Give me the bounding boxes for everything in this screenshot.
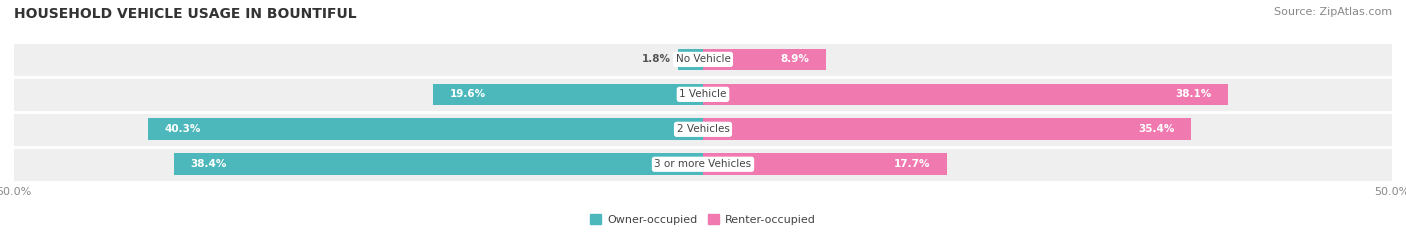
Bar (14, 147, 1392, 182)
Text: HOUSEHOLD VEHICLE USAGE IN BOUNTIFUL: HOUSEHOLD VEHICLE USAGE IN BOUNTIFUL (14, 7, 357, 21)
Text: 3 or more Vehicles: 3 or more Vehicles (654, 159, 752, 169)
Text: 40.3%: 40.3% (165, 124, 201, 134)
Text: 2 Vehicles: 2 Vehicles (676, 124, 730, 134)
Text: 1.8%: 1.8% (643, 55, 671, 64)
Bar (433, 84, 703, 105)
Bar (703, 118, 1191, 140)
Text: 1 Vehicle: 1 Vehicle (679, 89, 727, 99)
Bar (703, 84, 1227, 105)
Text: Source: ZipAtlas.com: Source: ZipAtlas.com (1274, 7, 1392, 17)
Text: 35.4%: 35.4% (1137, 124, 1174, 134)
Text: 17.7%: 17.7% (894, 159, 931, 169)
Bar (148, 118, 703, 140)
Bar (14, 42, 1392, 77)
Bar (14, 112, 1392, 147)
Bar (678, 49, 703, 70)
Legend: Owner-occupied, Renter-occupied: Owner-occupied, Renter-occupied (586, 210, 820, 229)
Text: No Vehicle: No Vehicle (675, 55, 731, 64)
Bar (703, 154, 946, 175)
Text: 8.9%: 8.9% (780, 55, 808, 64)
Bar (703, 49, 825, 70)
Bar (174, 154, 703, 175)
Text: 38.4%: 38.4% (190, 159, 226, 169)
Bar (14, 77, 1392, 112)
Text: 38.1%: 38.1% (1175, 89, 1212, 99)
Text: 19.6%: 19.6% (450, 89, 485, 99)
